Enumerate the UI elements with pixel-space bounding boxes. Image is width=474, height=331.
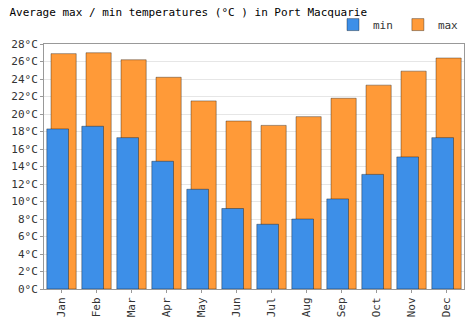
- svg-text:Dec: Dec: [440, 297, 453, 317]
- svg-text:28°C: 28°C: [11, 38, 38, 51]
- svg-text:Jan: Jan: [55, 297, 68, 317]
- svg-text:Feb: Feb: [90, 297, 103, 317]
- svg-text:Mar: Mar: [125, 297, 138, 317]
- svg-text:18°C: 18°C: [11, 125, 38, 138]
- svg-text:Average max / min temperatures: Average max / min temperatures (°C ) in …: [9, 6, 367, 19]
- svg-text:0°C: 0°C: [18, 283, 38, 296]
- svg-text:Sep: Sep: [335, 297, 348, 317]
- svg-text:Jul: Jul: [265, 297, 278, 317]
- svg-text:Nov: Nov: [405, 297, 418, 317]
- svg-text:26°C: 26°C: [11, 55, 38, 68]
- svg-text:10°C: 10°C: [11, 195, 38, 208]
- svg-text:2°C: 2°C: [18, 265, 38, 278]
- svg-text:May: May: [195, 297, 208, 317]
- svg-text:24°C: 24°C: [11, 73, 38, 86]
- svg-text:8°C: 8°C: [18, 213, 38, 226]
- svg-text:14°C: 14°C: [11, 160, 38, 173]
- svg-text:Apr: Apr: [160, 297, 173, 317]
- svg-text:16°C: 16°C: [11, 143, 38, 156]
- svg-text:22°C: 22°C: [11, 90, 38, 103]
- svg-text:max: max: [438, 19, 458, 32]
- svg-text:Oct: Oct: [370, 297, 383, 317]
- svg-text:min: min: [373, 19, 393, 32]
- svg-text:4°C: 4°C: [18, 248, 38, 261]
- svg-text:Jun: Jun: [230, 297, 243, 317]
- svg-text:6°C: 6°C: [18, 230, 38, 243]
- svg-text:20°C: 20°C: [11, 108, 38, 121]
- svg-text:12°C: 12°C: [11, 178, 38, 191]
- svg-text:Aug: Aug: [300, 297, 313, 317]
